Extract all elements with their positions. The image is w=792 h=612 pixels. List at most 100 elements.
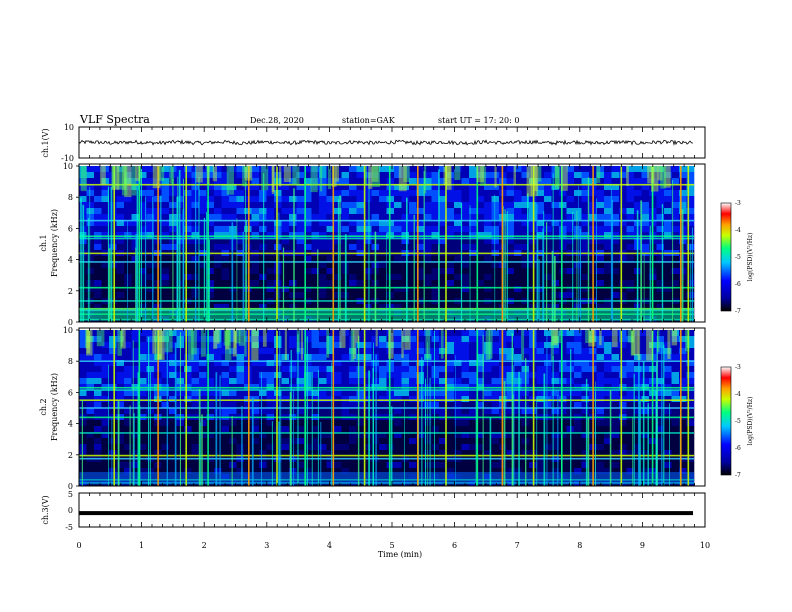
spec1-cell xyxy=(536,226,545,233)
strong-burst xyxy=(620,330,623,486)
upper-band-activity xyxy=(100,166,106,185)
spec1-cell xyxy=(604,172,612,179)
spec2-cell xyxy=(116,354,125,361)
spec2-cell xyxy=(311,450,320,457)
spec2-cell xyxy=(296,408,305,415)
spec1-cell xyxy=(251,304,260,311)
spec1-cell xyxy=(596,286,605,293)
spec1-cell xyxy=(101,166,110,173)
spec1-cell xyxy=(206,262,215,269)
spec2-cell xyxy=(86,366,95,373)
spec1-cell xyxy=(641,190,650,197)
spec1-cell xyxy=(574,166,582,173)
spec1-cell xyxy=(604,220,612,227)
spec2-cell xyxy=(626,390,635,397)
spec1-cell xyxy=(326,262,335,269)
spec2-cell xyxy=(326,348,335,355)
spec1-cell xyxy=(304,208,312,215)
spec1-cell xyxy=(401,166,410,173)
spec1-cell xyxy=(101,262,110,269)
spec2-cell xyxy=(544,462,552,469)
spec1-cell xyxy=(161,220,170,227)
strong-burst xyxy=(388,166,391,322)
spec2-cell xyxy=(199,396,207,403)
spec1-cell xyxy=(124,184,132,191)
upper-band-activity xyxy=(271,166,275,194)
spec1-cell xyxy=(491,280,500,287)
spec1-cell xyxy=(521,214,530,221)
spec1-cell xyxy=(454,172,462,179)
spec1-cell xyxy=(536,244,545,251)
spec2-cell xyxy=(686,366,695,373)
spec2-cell xyxy=(86,372,95,379)
spec1-cell xyxy=(454,262,462,269)
spec1-cell xyxy=(446,238,455,245)
spec1-cell xyxy=(544,220,552,227)
spec2-cell xyxy=(596,462,605,469)
spec2-cell xyxy=(94,420,102,427)
spec2-cell xyxy=(184,366,192,373)
spec2-cell xyxy=(671,432,680,439)
spec2-cell xyxy=(664,372,672,379)
upper-band-activity xyxy=(513,166,516,186)
spec2-cell xyxy=(581,390,590,397)
spec2-cell xyxy=(259,342,267,349)
spec2-cell xyxy=(469,426,477,433)
spec2-cell xyxy=(431,396,440,403)
spec2-cell xyxy=(334,468,342,475)
spec2-cell xyxy=(124,390,132,397)
spec2-cell xyxy=(446,342,455,349)
spec1-cell xyxy=(206,244,215,251)
strong-burst xyxy=(687,166,690,322)
spec1-cell xyxy=(574,256,582,263)
spec1-cell xyxy=(664,220,672,227)
spec2-cell xyxy=(469,468,477,475)
spec1-cell xyxy=(401,286,410,293)
burst-streak xyxy=(375,354,377,486)
spec1-cell xyxy=(626,208,635,215)
spec2-cell xyxy=(236,378,245,385)
spec1-cell xyxy=(251,244,260,251)
spec1-cell xyxy=(101,202,110,209)
spec1-cell xyxy=(214,202,222,209)
spec1-cell xyxy=(184,196,192,203)
spec2-cell xyxy=(296,378,305,385)
spec1-cell xyxy=(401,238,410,245)
spec1-cell xyxy=(341,178,350,185)
spec2-cell xyxy=(191,426,200,433)
spec2-cell xyxy=(626,360,635,367)
spec2-cell xyxy=(124,354,132,361)
spec1-cell xyxy=(86,208,95,215)
spec1-cell xyxy=(184,232,192,239)
spec1-cell xyxy=(611,244,620,251)
spec2-cell xyxy=(581,330,590,337)
spec2-cell xyxy=(641,450,650,457)
spec2-cell xyxy=(596,360,605,367)
spec1-cell xyxy=(274,184,282,191)
spec2-cell xyxy=(551,468,560,475)
spec1-cell xyxy=(244,304,252,311)
burst-streak xyxy=(611,199,614,322)
spec1-cell xyxy=(131,214,140,221)
spec2-cell xyxy=(86,360,95,367)
spec1-cell xyxy=(446,292,455,299)
spec2-cell xyxy=(469,396,477,403)
spec2-cell xyxy=(274,396,282,403)
spec1-cell xyxy=(266,214,275,221)
spec1-cell xyxy=(626,232,635,239)
upper-band-activity xyxy=(116,166,123,190)
spec2-cell xyxy=(671,378,680,385)
spec2-cell xyxy=(169,342,177,349)
spec2-cell xyxy=(274,372,282,379)
spec1-cell xyxy=(221,214,230,221)
spec1-cell xyxy=(461,184,470,191)
spec2-cell xyxy=(559,426,567,433)
spec2-cell xyxy=(191,354,200,361)
spec2-cell xyxy=(161,348,170,355)
spec1-cell xyxy=(199,226,207,233)
spec2-cell xyxy=(334,438,342,445)
spec2-cell xyxy=(514,366,522,373)
spec2-cell xyxy=(274,450,282,457)
spec1-cell xyxy=(671,214,680,221)
